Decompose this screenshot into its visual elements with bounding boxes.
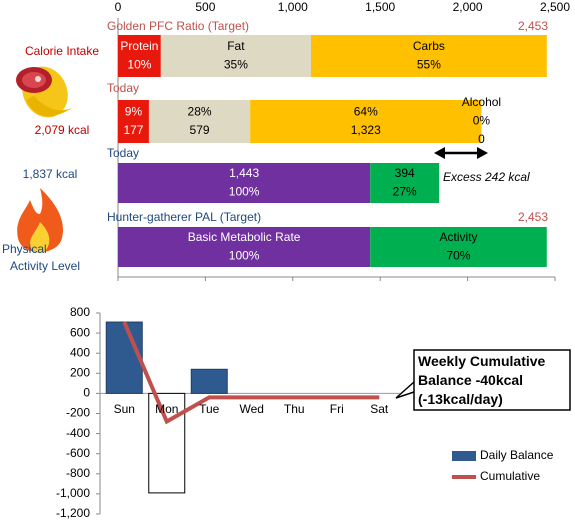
x-tick-label: Sat: [370, 402, 389, 416]
total-label: 2,453: [518, 19, 548, 33]
y-tick-label: -400: [66, 426, 90, 440]
segment-label: 100%: [229, 184, 260, 198]
annotation: Excess 242 kcal: [443, 170, 530, 184]
legend-label: Daily Balance: [480, 448, 554, 462]
segment-label: 579: [190, 123, 210, 137]
y-tick-label: -1,000: [56, 486, 90, 500]
callout-text: Weekly Cumulative Balance -40kcal (-13kc…: [418, 353, 546, 407]
callout-pointer: [395, 381, 415, 399]
segment-label: Protein: [120, 39, 158, 53]
flame-icon: [17, 188, 64, 253]
row-title: Golden PFC Ratio (Target): [107, 19, 249, 33]
segment-label: 1,323: [351, 123, 381, 137]
segment-label: 35%: [224, 57, 248, 71]
x-tick-label: Thu: [284, 402, 305, 416]
row-title: Today: [107, 146, 139, 160]
segment-label: 0%: [473, 114, 491, 128]
segment-label: Fat: [227, 39, 245, 53]
y-tick-label: 0: [83, 386, 90, 400]
segment-label: 27%: [393, 184, 417, 198]
segment-label: 28%: [188, 104, 212, 118]
x-tick-label: 2,500: [540, 0, 570, 14]
y-tick-label: -800: [66, 466, 90, 480]
side-label: Calorie Intake: [25, 44, 99, 58]
segment-label: Carbs: [413, 39, 445, 53]
y-tick-label: -1,200: [56, 506, 90, 520]
x-tick-label: Sun: [114, 402, 135, 416]
bar-segment: [160, 35, 311, 77]
y-tick-label: 400: [70, 345, 90, 359]
y-tick-label: 600: [70, 325, 90, 339]
x-tick-label: Wed: [240, 402, 264, 416]
bar-segment: [250, 100, 482, 143]
bar-segment: [370, 227, 547, 267]
bar-segment: [118, 100, 149, 143]
x-tick-label: Mon: [155, 402, 178, 416]
y-tick-label: -200: [66, 406, 90, 420]
bar-segment: [370, 163, 440, 203]
side-label: 1,837 kcal: [23, 167, 78, 181]
total-label: 2,453: [518, 210, 548, 224]
bar-segment: [118, 35, 161, 77]
row-title: Today: [107, 81, 139, 95]
segment-label: Alcohol: [462, 95, 501, 109]
row-title: Hunter-gatherer PAL (Target): [107, 210, 261, 224]
x-tick-label: 0: [115, 0, 122, 14]
segment-label: 0: [478, 132, 485, 146]
y-tick-label: -600: [66, 446, 90, 460]
food-icon: [16, 66, 72, 118]
segment-label: Basic Metabolic Rate: [188, 230, 301, 244]
segment-label: 100%: [229, 248, 260, 262]
x-tick-label: 1,000: [278, 0, 308, 14]
bar-segment: [310, 35, 547, 77]
bar-segment: [118, 227, 371, 267]
side-label: 2,079 kcal: [35, 123, 90, 137]
bar: [190, 368, 228, 394]
bar: [105, 321, 143, 394]
segment-label: 177: [123, 123, 143, 137]
segment-label: 64%: [354, 104, 378, 118]
x-tick-label: Tue: [199, 402, 220, 416]
segment-label: 394: [395, 166, 415, 180]
x-tick-label: Fri: [330, 402, 344, 416]
line: [122, 321, 380, 425]
legend-swatch: [452, 451, 476, 461]
segment-label: 1,443: [229, 166, 259, 180]
y-tick-label: 800: [70, 305, 90, 319]
bar: [148, 392, 186, 494]
x-tick-label: 1,500: [365, 0, 395, 14]
x-tick-label: 2,000: [453, 0, 483, 14]
segment-label: Activity: [440, 230, 478, 244]
segment-label: 9%: [125, 104, 143, 118]
callout-box: [413, 349, 571, 411]
segment-label: 70%: [446, 248, 470, 262]
bar-segment: [148, 100, 251, 143]
arrow: [434, 147, 488, 159]
legend-label: Cumulative: [480, 469, 540, 483]
side-label: Activity Level: [10, 259, 80, 273]
y-tick-label: 200: [70, 365, 90, 379]
segment-label: 10%: [127, 57, 151, 71]
x-tick-label: 500: [195, 0, 215, 14]
segment-label: 55%: [417, 57, 441, 71]
bar-segment: [118, 163, 371, 203]
side-label: Physical: [2, 242, 47, 256]
